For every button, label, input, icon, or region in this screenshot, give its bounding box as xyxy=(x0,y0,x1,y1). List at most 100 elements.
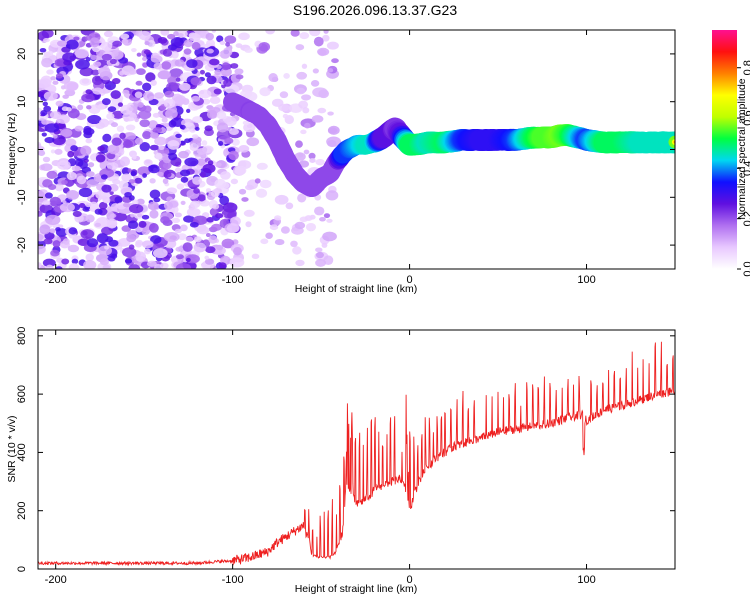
spectrogram-noise-cell xyxy=(193,242,207,253)
spectrogram-noise-cell xyxy=(305,222,317,232)
spectrogram-noise-cell xyxy=(238,145,250,153)
spectrogram-noise-cell xyxy=(153,197,161,203)
spectrogram-noise-cell xyxy=(230,63,239,69)
spectrogram-noise-cell xyxy=(85,253,94,262)
spectrogram-noise-cell xyxy=(145,72,156,82)
spectrogram-noise-cell xyxy=(163,122,170,128)
spectrogram-noise-cell xyxy=(327,68,334,73)
spectrogram-noise-cell xyxy=(211,30,217,33)
spectrogram-noise-cell xyxy=(315,258,327,267)
spectrogram-noise-cell xyxy=(168,120,177,128)
spectrogram-noise-cell xyxy=(44,137,55,144)
spectrogram-noise-cell xyxy=(238,32,250,41)
spectrogram-noise-cell xyxy=(90,54,98,61)
spectrogram-noise-cell xyxy=(44,123,60,133)
spectrogram-noise-cell xyxy=(138,30,151,41)
spectrogram-noise-cell xyxy=(176,183,185,190)
spectrogram-noise-cell xyxy=(124,258,133,264)
spectrogram-noise-cell xyxy=(123,202,131,208)
spectrogram-noise-cell xyxy=(280,226,290,234)
spectrogram-noise-cell xyxy=(143,105,152,113)
snr-x-tick-label: 100 xyxy=(577,574,595,586)
spectrogram-noise-cell xyxy=(152,248,168,259)
spectrogram-noise-cell xyxy=(55,100,64,107)
spectrogram-noise-cell xyxy=(224,137,234,145)
spectrogram-x-ticks: -200 -100 0 100 xyxy=(45,30,596,286)
spectrogram-noise-cell xyxy=(60,128,73,137)
spectrogram-noise-cell xyxy=(141,240,154,249)
spectrogram-noise-cell xyxy=(199,199,210,207)
spectrogram-noise-cell xyxy=(299,216,308,223)
spectrogram-noise-cell xyxy=(110,90,122,99)
spectrogram-noise-cell xyxy=(311,115,324,123)
spectrogram-noise-cell xyxy=(112,77,121,85)
spectrogram-y-tick-label: 10 xyxy=(16,96,28,108)
spectrogram-noise-cell xyxy=(81,93,95,103)
spectrogram-noise-cell xyxy=(228,128,240,136)
spectrogram-noise-cell xyxy=(97,145,105,152)
spectrogram-noise-cell xyxy=(85,89,93,95)
spectrogram-noise-cell xyxy=(80,229,95,240)
spectrogram-noise-cell xyxy=(152,127,163,134)
spectrogram-noise-cell xyxy=(47,183,57,191)
spectrogram-noise-cell xyxy=(163,201,173,210)
spectrogram-noise-cell xyxy=(152,112,160,118)
spectrogram-noise-cell xyxy=(297,193,307,203)
spectrogram-noise-cell xyxy=(68,227,78,235)
spectrogram-noise-cell xyxy=(205,188,212,193)
spectrogram-noise-cell xyxy=(290,30,300,37)
spectrogram-noise-cell xyxy=(210,189,220,198)
spectrogram-noise-cell xyxy=(183,215,195,223)
spectrogram-noise-cell xyxy=(296,71,308,80)
spectrogram-noise-cell xyxy=(86,105,92,110)
spectrogram-noise-cell xyxy=(290,240,298,248)
spectrogram-noise-cell xyxy=(122,89,130,95)
spectrogram-noise-cell xyxy=(106,218,118,229)
spectrogram-noise-cell xyxy=(189,143,199,152)
spectrogram-noise-cell xyxy=(179,124,186,130)
spectrogram-noise-cell xyxy=(230,178,239,185)
spectrogram-noise-cell xyxy=(174,167,182,173)
spectrogram-noise-cell xyxy=(128,204,144,214)
spectrogram-noise-cell xyxy=(149,189,161,199)
spectrogram-noise-cell xyxy=(295,140,303,148)
spectrogram-noise-cell xyxy=(193,187,200,194)
spectrogram-noise-cell xyxy=(150,55,163,63)
spectrogram-noise-cell xyxy=(141,214,150,220)
spectrogram-noise-cell xyxy=(59,202,75,213)
spectrogram-noise-cell xyxy=(62,94,69,99)
spectrogram-noise-cell xyxy=(149,144,160,151)
spectrogram-noise-cell xyxy=(67,244,80,253)
spectrogram-y-tick-label: 20 xyxy=(16,48,28,60)
spectrogram-noise-cell xyxy=(315,247,323,253)
spectrogram-noise-cell xyxy=(121,38,129,45)
spectrogram-noise-cell xyxy=(142,131,152,140)
spectrogram-noise-cell xyxy=(303,149,310,155)
spectrogram-noise-cell xyxy=(160,30,170,36)
spectrogram-noise-cell xyxy=(326,41,339,50)
spectrogram-noise-cell xyxy=(49,228,56,234)
spectrogram-noise-cell xyxy=(183,39,193,48)
spectrogram-noise-cell xyxy=(106,211,115,220)
spectrogram-noise-cell xyxy=(300,129,307,135)
spectrogram-noise-cell xyxy=(283,72,290,79)
spectrogram-noise-cell xyxy=(43,91,58,101)
spectrogram-noise-cell xyxy=(157,70,172,80)
spectrogram-noise-cell xyxy=(182,242,193,252)
spectrogram-noise-cell xyxy=(86,238,99,248)
spectrogram-noise-cell xyxy=(56,114,70,124)
spectrogram-noise-cell xyxy=(221,208,237,219)
spectrogram-noise-cell xyxy=(128,107,134,112)
colorbar-tick-label: 0.0 xyxy=(742,261,750,276)
spectrogram-noise-cell xyxy=(178,150,190,159)
spectrogram-noise-cell xyxy=(176,30,188,38)
spectrogram-noise-cell xyxy=(229,257,245,268)
spectrogram-noise-cell xyxy=(265,232,273,239)
spectrogram-noise-cell xyxy=(75,158,84,167)
spectrogram-noise-cell xyxy=(241,197,249,202)
spectrogram-noise-cell xyxy=(327,125,340,135)
spectrogram-noise-cell xyxy=(75,59,90,70)
spectrogram-noise-cell xyxy=(118,180,129,190)
spectrogram-noise-cell xyxy=(147,201,159,211)
